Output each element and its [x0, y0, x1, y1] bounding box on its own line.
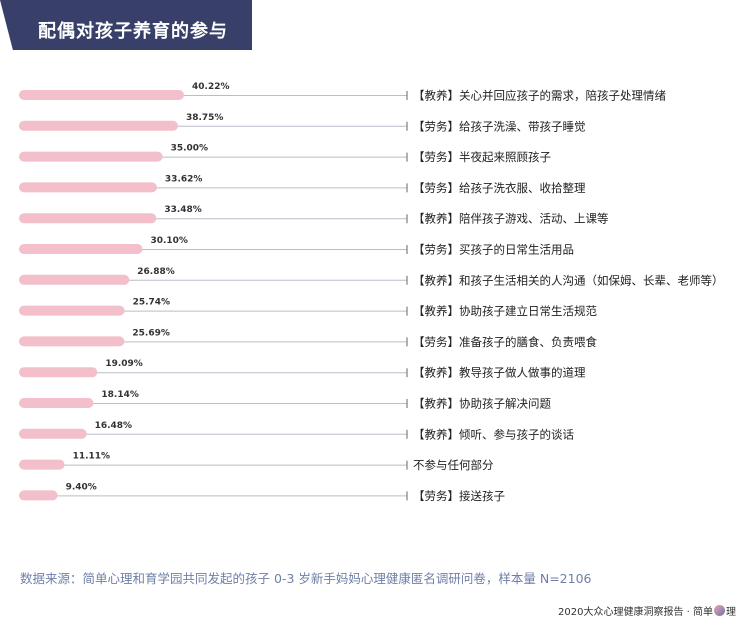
- category-label: 【教养】协助孩子解决问题: [413, 397, 551, 411]
- category-label: 【劳务】给孩子洗澡、带孩子睡觉: [413, 119, 586, 133]
- bar: [19, 459, 65, 470]
- bar: [19, 336, 125, 347]
- data-source-note: 数据来源：简单心理和育学园共同发起的孩子 0-3 岁新手妈妈心理健康匿名调研问卷…: [20, 571, 592, 586]
- bar: [19, 244, 143, 254]
- category-label: 【劳务】半夜起来照顾孩子: [413, 150, 551, 164]
- bar-value-label: 9.40%: [66, 482, 97, 492]
- bar-value-label: 30.10%: [150, 236, 188, 246]
- title-banner: 配偶对孩子养育的参与: [0, 0, 252, 50]
- bar-chart: 40.22% 【教养】关心并回应孩子的需求，陪孩子处理情绪 38.75% 【劳务】给孩…: [19, 82, 724, 503]
- footer-text: 2020大众心理健康洞察报告 · 简单: [558, 607, 713, 618]
- category-label: 【教养】教导孩子做人做事的道理: [413, 366, 586, 380]
- bar-value-label: 16.48%: [95, 421, 133, 431]
- footer-suffix: 理: [726, 607, 736, 618]
- category-label: 【教养】关心并回应孩子的需求，陪孩子处理情绪: [413, 89, 666, 103]
- category-label: 【教养】陪伴孩子游戏、活动、上课等: [413, 212, 609, 226]
- footer-credit: 2020大众心理健康洞察报告 · 简单 理: [558, 603, 736, 618]
- category-label: 【教养】倾听、参与孩子的谈话: [413, 427, 574, 441]
- category-label: 【教养】协助孩子建立日常生活规范: [413, 304, 597, 318]
- bar: [19, 398, 94, 408]
- bar: [19, 213, 157, 224]
- category-label: 【劳务】买孩子的日常生活用品: [413, 243, 574, 257]
- bar-value-label: 25.74%: [133, 298, 171, 308]
- bar: [19, 182, 157, 193]
- bar: [19, 151, 163, 162]
- category-label: 【劳务】给孩子洗衣服、收拾整理: [413, 181, 586, 195]
- bar-value-label: 26.88%: [137, 267, 175, 277]
- bar: [19, 367, 98, 378]
- bar-value-label: 11.11%: [73, 452, 111, 462]
- bar-value-label: 38.75%: [186, 113, 224, 123]
- bar-value-label: 40.22%: [192, 82, 230, 92]
- bar-value-label: 33.48%: [164, 205, 202, 215]
- category-label: 不参与任何部分: [413, 458, 494, 472]
- bar: [19, 428, 87, 439]
- bar-value-label: 35.00%: [171, 144, 209, 154]
- bar: [19, 305, 125, 316]
- bar: [19, 490, 58, 501]
- bar-value-label: 18.14%: [101, 390, 139, 400]
- category-label: 【教养】和孩子生活相关的人沟通（如保姆、长辈、老师等）: [413, 273, 724, 287]
- bar: [19, 120, 178, 131]
- page-title: 配偶对孩子养育的参与: [38, 21, 228, 42]
- bar-value-label: 33.62%: [165, 174, 203, 184]
- bar: [19, 274, 130, 285]
- bar-value-label: 25.69%: [132, 328, 170, 338]
- category-label: 【劳务】准备孩子的膳食、负责喂食: [413, 335, 597, 349]
- brain-logo-icon: [714, 605, 725, 616]
- banner-shape: [0, 0, 252, 50]
- category-label: 【劳务】接送孩子: [413, 489, 505, 503]
- bar-value-label: 19.09%: [105, 359, 143, 369]
- bar: [19, 90, 184, 100]
